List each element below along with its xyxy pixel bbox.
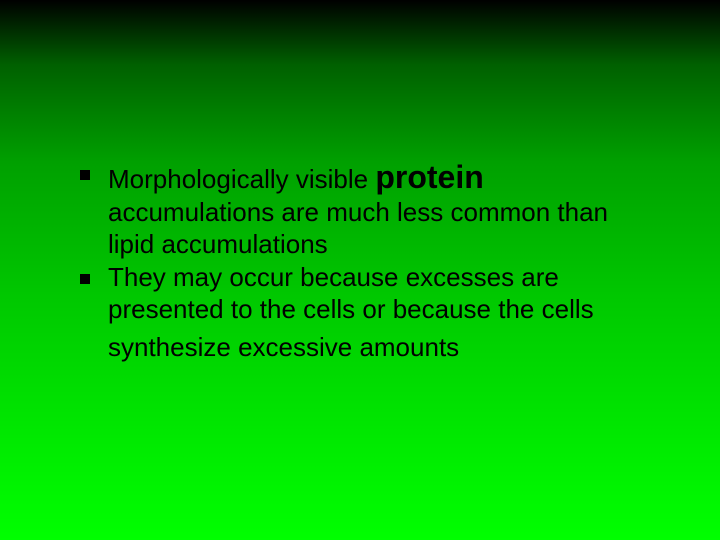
bullet-square-icon — [80, 274, 90, 284]
bullet-text: Morphologically visible protein accumula… — [108, 158, 650, 260]
text-prefix: They may occur because excesses are pres… — [108, 262, 594, 361]
list-item: Morphologically visible protein accumula… — [80, 158, 650, 260]
bullet-list: Morphologically visible protein accumula… — [80, 158, 650, 367]
text-prefix: Morphologically visible — [108, 164, 375, 194]
text-bold: protein — [375, 159, 483, 195]
list-item: They may occur because excesses are pres… — [80, 262, 650, 364]
slide: Morphologically visible protein accumula… — [0, 0, 720, 540]
text-rest: accumulations are much less common than … — [108, 197, 608, 259]
bullet-text: They may occur because excesses are pres… — [108, 262, 650, 364]
bullet-square-icon — [80, 170, 90, 180]
